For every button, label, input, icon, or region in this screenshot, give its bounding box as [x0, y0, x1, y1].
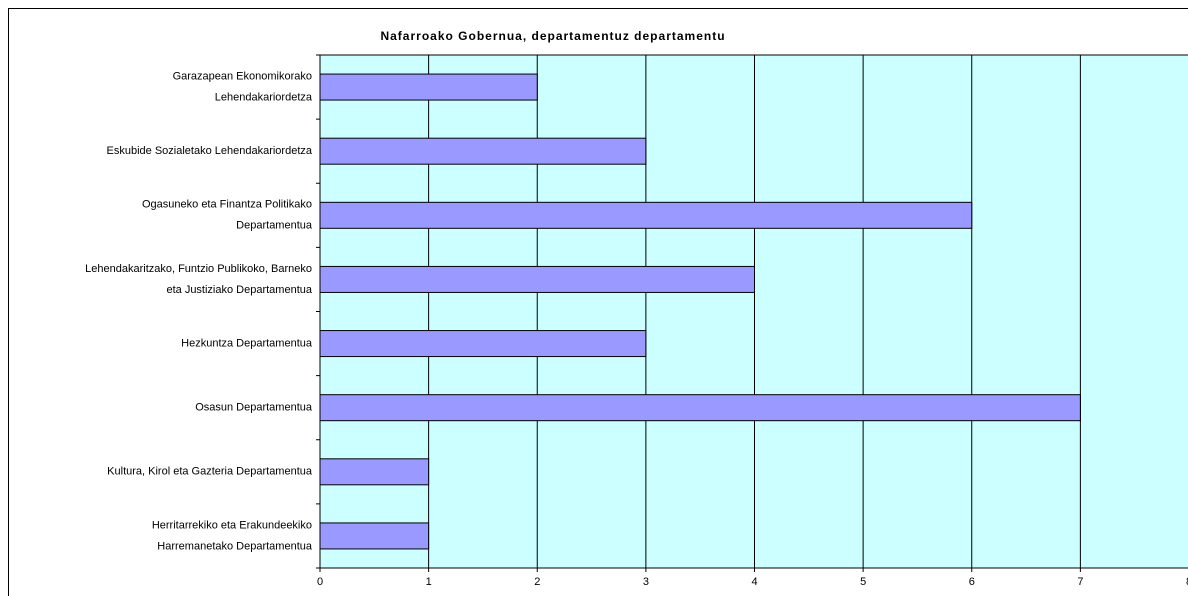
bar	[319, 522, 430, 550]
x-tick-label: 3	[643, 576, 649, 588]
bar	[319, 265, 755, 293]
x-tick-label: 5	[860, 576, 866, 588]
y-tick-label: Eskubide Sozialetako Lehendakariordetza	[107, 145, 313, 157]
y-tick-label: Garazapean Ekonomikorako	[173, 70, 312, 82]
y-tick-label: Herritarrekiko eta Erakundeekiko	[152, 519, 312, 531]
y-tick-label: Departamentua	[236, 220, 313, 232]
y-tick-label: Ogasuneko eta Finantza Politikako	[142, 199, 312, 211]
bar	[319, 201, 973, 229]
bar	[319, 330, 647, 358]
x-tick-label: 0	[317, 576, 323, 588]
bar	[319, 73, 538, 101]
y-tick-label: Hezkuntza Departamentua	[181, 337, 313, 349]
y-tick-label: Harremanetako Departamentua	[157, 540, 313, 552]
x-tick-label: 8	[1186, 576, 1188, 588]
x-tick-label: 4	[751, 576, 757, 588]
x-tick-label: 1	[426, 576, 432, 588]
y-tick-label: Lehendakariordetza	[215, 91, 313, 103]
y-tick-label: Lehendakaritzako, Funtzio Publikoko, Bar…	[85, 263, 312, 275]
x-tick-label: 6	[969, 576, 975, 588]
y-tick-label: Osasun Departamentua	[195, 402, 313, 414]
x-tick-label: 2	[534, 576, 540, 588]
x-tick-label: 7	[1077, 576, 1083, 588]
bar	[319, 137, 647, 165]
y-tick-label: eta Justiziako Departamentua	[166, 284, 312, 296]
bar	[319, 394, 1081, 422]
chart-title: Nafarroako Gobernua, departamentuz depar…	[380, 29, 725, 43]
y-tick-label: Kultura, Kirol eta Gazteria Departamentu…	[107, 466, 313, 478]
bar	[319, 458, 430, 486]
